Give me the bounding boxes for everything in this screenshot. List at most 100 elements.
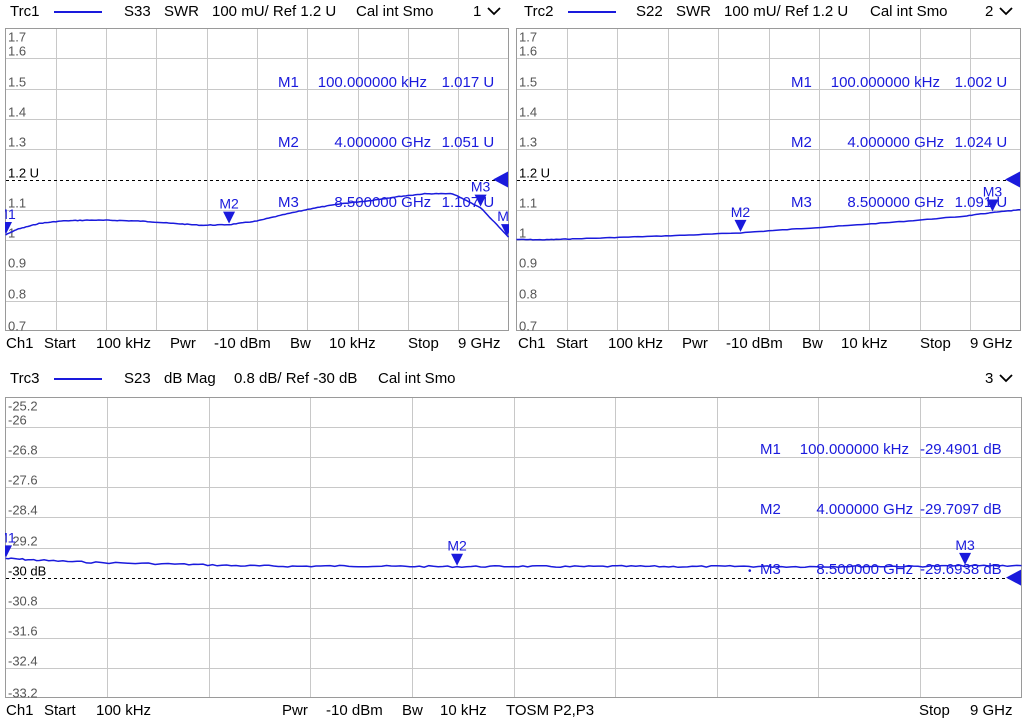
y-tick-label: 0.9 [8,256,26,271]
y-tick-label: 1.3 [8,135,26,150]
y-tick-label: 1.7 [8,30,26,45]
marker-triangle-icon [451,553,464,566]
marker-name: M3 [791,194,812,211]
marker-vunit: U [996,74,1008,91]
marker-triangle-icon [501,224,509,237]
reference-arrow-icon [493,171,508,188]
marker-active-dot: • [748,566,752,577]
plot-area-1[interactable]: 1.71.61.51.41.31.2 U1.110.90.80.7M1M2M3M… [5,28,509,331]
diagram-2-number[interactable]: 2 [985,3,994,20]
diagram-2[interactable]: Trc2 S22 SWR 100 mU/ Ref 1.2 U Cal int S… [512,0,1024,360]
trace-1-param[interactable]: S33 [124,3,151,20]
marker-unit: GHz [914,194,945,211]
trace-1-format[interactable]: SWR [164,3,199,20]
marker-vunit: U [483,134,495,151]
trace-2-param[interactable]: S22 [636,3,663,20]
trace-1-cal: Cal int Smo [356,3,434,20]
marker-value: 1.091 [954,194,993,211]
trace-2-format[interactable]: SWR [676,3,711,20]
marker-vunit: U [483,74,495,91]
trace-3-name[interactable]: Trc3 [10,370,40,387]
footer-3-start-label: Start [44,702,76,719]
marker-name: M2 [278,134,299,151]
marker-label: M1 [497,208,509,224]
marker-row: M1 100.000000 kHz 1.017 U [278,73,497,93]
footer-1-stop[interactable]: 9 GHz [458,335,501,352]
footer-2-start-label: Start [556,335,588,352]
marker-unit: GHz [401,134,432,151]
footer-3-stop-label: Stop [919,702,950,719]
y-tick-label: 1.4 [519,105,537,120]
trace-3-scale[interactable]: 0.8 dB/ Ref -30 dB [234,370,358,387]
footer-1-ch[interactable]: Ch1 [6,335,34,352]
marker-table-3: M1 100.000000 kHz -29.4901 dB M2 4.000000 G… [748,400,1002,622]
footer-3-stop[interactable]: 9 GHz [970,702,1013,719]
y-tick-label: 1.5 [519,75,537,90]
trace-1-name[interactable]: Trc1 [10,3,40,20]
trace-3-param[interactable]: S23 [124,370,151,387]
y-tick-label: 1.2 U [519,166,550,181]
y-tick-label: -30 dB [8,564,46,579]
diagram-1[interactable]: Trc1 S33 SWR 100 mU/ Ref 1.2 U Cal int S… [0,0,512,360]
y-tick-label: -25.2 [8,399,38,414]
y-tick-label: 1.7 [519,30,537,45]
y-tick-label: -27.6 [8,473,38,488]
marker-triangle-icon [986,199,999,212]
trace-2-scale[interactable]: 100 mU/ Ref 1.2 U [724,3,849,20]
footer-1-pwr[interactable]: -10 dBm [214,335,271,352]
marker-label: M1 [5,529,16,545]
reference-arrow-icon [1006,569,1021,586]
diagram-1-number[interactable]: 1 [473,3,482,20]
y-tick-label: 1.5 [8,75,26,90]
chevron-down-icon[interactable] [998,5,1014,17]
footer-1-bw[interactable]: 10 kHz [329,335,376,352]
footer-2-pwr-label: Pwr [682,335,708,352]
y-tick-label: -32.4 [8,654,38,669]
y-tick-label: 0.8 [519,287,537,302]
trace-2-name[interactable]: Trc2 [524,3,554,20]
marker-row: M2 4.000000 GHz 1.024 U [791,133,1010,153]
footer-2-stop[interactable]: 9 GHz [970,335,1013,352]
y-tick-label: -30.8 [8,594,38,609]
footer-1-pwr-label: Pwr [170,335,196,352]
footer-3-ch[interactable]: Ch1 [6,702,34,719]
diagram-3-number[interactable]: 3 [985,370,994,387]
footer-3-start[interactable]: 100 kHz [96,702,152,719]
marker-vunit: U [996,194,1008,211]
plot-area-2[interactable]: 1.71.6 1.5 1.4 1.3 1.2 U 1.1 1 0.9 0.8 0.7 M2 M3 [516,28,1021,331]
trace-1-scale[interactable]: 100 mU/ Ref 1.2 U [212,3,337,20]
footer-3-pwr[interactable]: -10 dBm [326,702,383,719]
marker-label: M3 [471,179,491,195]
plot-area-3[interactable]: -25.2-26 -26.8 -27.6 -28.4 -29.2 -30 dB -30.8 -… [5,397,1022,698]
marker-freq: 100.000000 [830,74,910,91]
marker-name: M1 [760,441,781,458]
footer-3-pwr-label: Pwr [282,702,308,719]
footer-2-start[interactable]: 100 kHz [608,335,664,352]
marker-value: 1.051 [441,134,480,151]
marker-row: • M3 8.500000 GHz -29.6938 dB [748,560,1002,582]
footer-3-bw[interactable]: 10 kHz [440,702,487,719]
y-tick-label: -31.6 [8,624,38,639]
y-tick-label: -29.2 [8,534,38,549]
marker-vunit: dB [983,501,1002,518]
y-tick-label: 0.9 [519,256,537,271]
chevron-down-icon[interactable] [998,372,1014,384]
marker-name: M3 [278,194,299,211]
marker-triangle-icon [5,545,12,558]
footer-2-pwr[interactable]: -10 dBm [726,335,783,352]
y-tick-label: 1.6 [8,44,26,59]
footer-1-start[interactable]: 100 kHz [96,335,152,352]
marker-freq: 100.000000 [799,441,879,458]
marker-freq: 4.000000 [847,134,910,151]
footer-2-bw-label: Bw [802,335,823,352]
marker-label: M3 [955,537,975,553]
trace-3-format[interactable]: dB Mag [164,370,216,387]
footer-2-ch[interactable]: Ch1 [518,335,546,352]
y-tick-label: 1 [519,226,526,241]
chevron-down-icon[interactable] [486,5,502,17]
trace-line-icon [54,378,102,380]
marker-row: M3 8.500000 GHz 1.091 U [791,193,1010,213]
footer-2-bw[interactable]: 10 kHz [841,335,888,352]
marker-vunit: U [483,194,495,211]
diagram-3[interactable]: Trc3 S23 dB Mag 0.8 dB/ Ref -30 dB Cal i… [0,362,1024,725]
